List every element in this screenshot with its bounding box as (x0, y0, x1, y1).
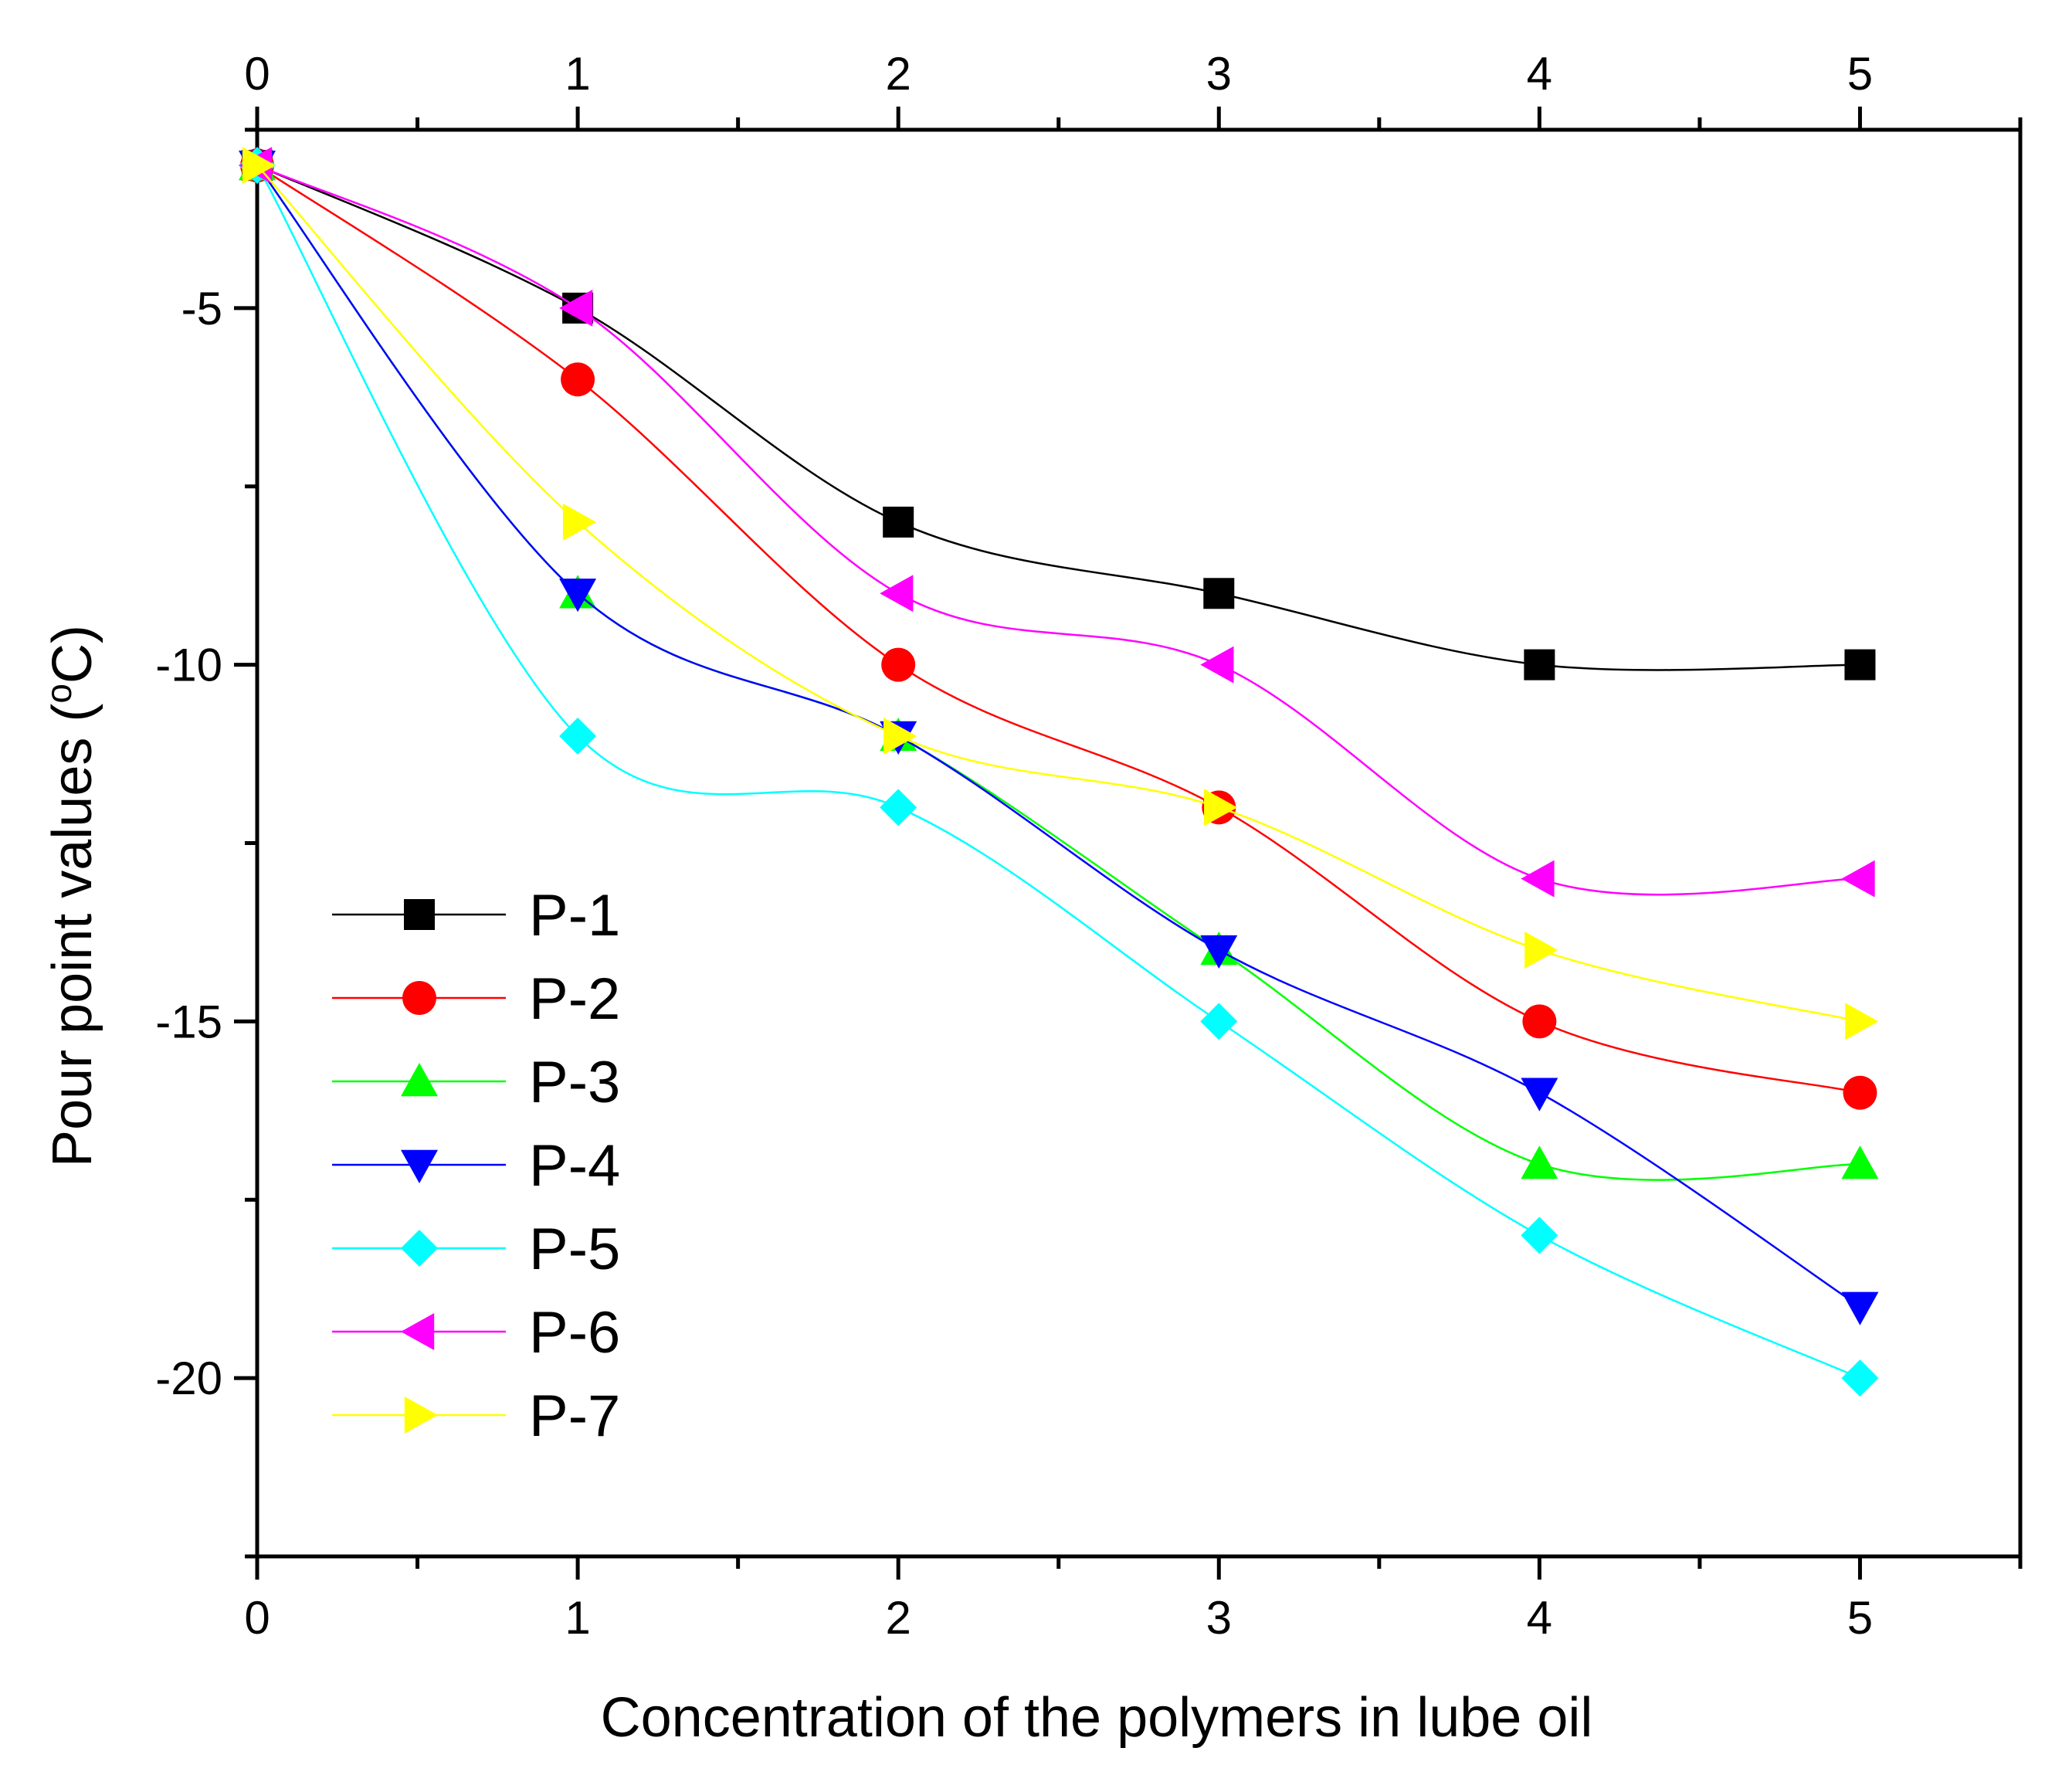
series-line-p-2 (256, 165, 1860, 1094)
x-tick-label-top: 1 (565, 48, 590, 100)
data-point-p-1 (883, 506, 914, 538)
series-line-p-7 (256, 165, 1860, 1023)
y-axis-title-unit: C) (42, 625, 103, 684)
legend-label: P-7 (529, 1383, 620, 1449)
data-point-p-4 (1841, 1291, 1879, 1325)
x-tick-label-bottom: 3 (1206, 1592, 1232, 1644)
x-tick-label-bottom: 4 (1527, 1592, 1552, 1644)
legend-item-p-7: P-7 (332, 1383, 620, 1449)
axes-group: 0 0 1 1 2 2 3 3 4 4 5 5 -5 -10 -15 -20 (155, 48, 2023, 1644)
legend-label: P-2 (529, 966, 620, 1032)
data-point-p-2 (881, 647, 916, 682)
data-point-p-4 (559, 579, 597, 613)
data-point-p-2 (1522, 1004, 1557, 1039)
y-axis-title: Pour point values (oC) (39, 625, 103, 1167)
x-tick-label-top: 2 (885, 48, 911, 100)
x-tick-label-top: 0 (244, 48, 270, 100)
y-tick-label: -10 (155, 640, 222, 691)
data-point-p-2 (1843, 1075, 1877, 1110)
legend-label: P-6 (529, 1300, 620, 1366)
data-point-p-7 (1845, 1003, 1879, 1040)
x-axis-title: Concentration of the polymers in lube oi… (601, 1687, 1593, 1749)
legend-marker (404, 899, 435, 930)
legend-label: P-4 (529, 1133, 620, 1199)
series-line-p-6 (256, 165, 1860, 896)
legend-item-p-1: P-1 (332, 883, 620, 949)
data-point-p-4 (1200, 935, 1238, 969)
data-point-p-7 (1204, 789, 1238, 826)
data-point-p-7 (562, 503, 597, 541)
data-point-p-1 (1524, 649, 1555, 680)
legend-marker (401, 1313, 435, 1350)
legend-label: P-3 (529, 1050, 620, 1115)
data-point-p-7 (883, 717, 917, 755)
data-point-p-6 (1200, 646, 1234, 684)
data-point-p-2 (561, 362, 595, 397)
data-point-p-1 (1844, 649, 1876, 680)
series-layer (239, 147, 1879, 1397)
data-point-p-7 (1524, 932, 1558, 969)
legend-marker (401, 1230, 438, 1267)
series-p-5 (239, 147, 1879, 1397)
x-tick-label-top: 4 (1527, 48, 1552, 100)
y-tick-label: -20 (155, 1352, 222, 1404)
data-point-p-5 (559, 717, 597, 755)
data-point-p-6 (1521, 860, 1555, 898)
data-point-p-5 (1841, 1359, 1879, 1397)
legend-item-p-4: P-4 (332, 1133, 620, 1199)
data-point-p-4 (1521, 1078, 1558, 1112)
data-point-p-3 (1841, 1145, 1879, 1179)
data-point-p-6 (880, 575, 914, 613)
y-axis-title-main: Pour point values ( (42, 704, 103, 1167)
data-point-p-5 (1521, 1217, 1558, 1254)
x-tick-label-bottom: 1 (565, 1592, 590, 1644)
legend-marker (401, 1063, 438, 1097)
series-line-p-1 (256, 165, 1860, 671)
legend-label: P-5 (529, 1217, 620, 1282)
data-point-p-3 (1521, 1145, 1558, 1179)
data-point-p-1 (1203, 578, 1235, 609)
legend: P-1 P-2 P-3 P-4 P-5 P-6 P-7 (332, 883, 620, 1449)
legend-item-p-2: P-2 (332, 966, 620, 1032)
data-point-p-5 (1200, 1003, 1238, 1040)
legend-marker (402, 981, 436, 1015)
data-point-p-5 (880, 789, 917, 826)
data-point-p-6 (1841, 860, 1875, 898)
legend-label: P-1 (529, 883, 620, 949)
y-axis-title-degree: o (39, 684, 79, 704)
series-line-p-5 (256, 165, 1860, 1380)
x-tick-label-bottom: 5 (1847, 1592, 1873, 1644)
legend-item-p-6: P-6 (332, 1300, 620, 1366)
legend-item-p-5: P-5 (332, 1217, 620, 1282)
x-tick-label-top: 5 (1847, 48, 1873, 100)
data-point-p-6 (559, 289, 593, 327)
legend-item-p-3: P-3 (332, 1050, 620, 1115)
series-p-7 (242, 147, 1879, 1040)
x-tick-label-bottom: 2 (885, 1592, 911, 1644)
x-tick-label-bottom: 0 (244, 1592, 270, 1644)
x-tick-label-top: 3 (1206, 48, 1232, 100)
y-tick-label: -5 (181, 283, 222, 334)
legend-marker (401, 1149, 438, 1183)
data-point-p-7 (242, 147, 276, 185)
legend-marker (404, 1397, 438, 1434)
series-line-p-4 (256, 165, 1861, 1308)
y-tick-label: -15 (155, 996, 222, 1047)
